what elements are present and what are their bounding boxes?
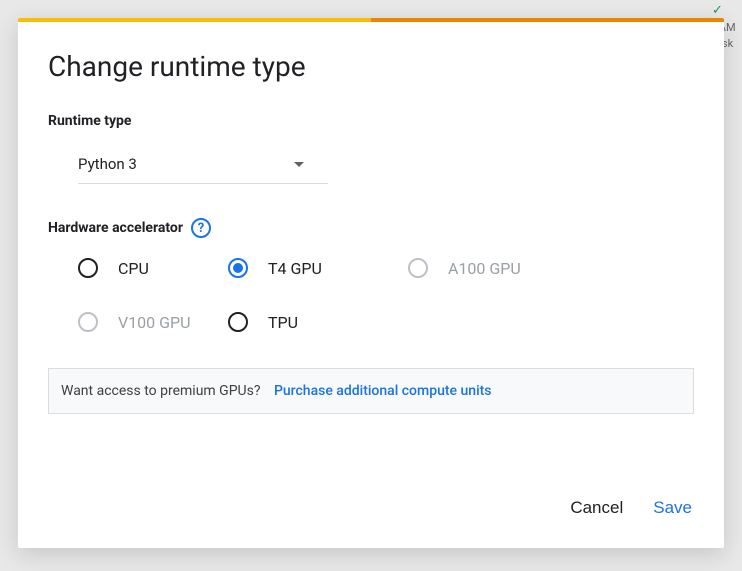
promo-text: Want access to premium GPUs? <box>61 383 260 399</box>
runtime-select-wrap: Python 3 <box>78 137 328 184</box>
radio-label-cpu: CPU <box>118 259 149 278</box>
accelerator-label-text: Hardware accelerator <box>48 220 183 236</box>
premium-gpu-promo: Want access to premium GPUs? Purchase ad… <box>48 368 694 414</box>
runtime-type-value: Python 3 <box>78 155 137 173</box>
hardware-accelerator-label: Hardware accelerator ? <box>48 218 694 238</box>
save-button[interactable]: Save <box>651 494 694 522</box>
radio-label-tpu: TPU <box>268 313 298 332</box>
radio-icon <box>78 312 98 332</box>
purchase-compute-link[interactable]: Purchase additional compute units <box>274 383 492 399</box>
radio-icon <box>228 258 248 278</box>
radio-label-a100: A100 GPU <box>448 259 521 278</box>
radio-cpu[interactable]: CPU <box>78 258 228 278</box>
help-icon[interactable]: ? <box>191 218 211 238</box>
radio-tpu[interactable]: TPU <box>228 312 408 332</box>
accelerator-radio-group: CPU T4 GPU A100 GPU V100 GPU TPU <box>78 258 694 332</box>
radio-v100-gpu: V100 GPU <box>78 312 228 332</box>
dialog-content: Change runtime type Runtime type Python … <box>18 22 724 476</box>
runtime-settings-dialog: Change runtime type Runtime type Python … <box>18 18 724 548</box>
cancel-button[interactable]: Cancel <box>568 494 625 522</box>
radio-label-t4: T4 GPU <box>268 259 322 278</box>
radio-t4-gpu[interactable]: T4 GPU <box>228 258 408 278</box>
dialog-actions: Cancel Save <box>18 476 724 548</box>
radio-icon <box>408 258 428 278</box>
runtime-type-select[interactable]: Python 3 <box>78 137 328 184</box>
dialog-title: Change runtime type <box>48 50 694 83</box>
radio-a100-gpu: A100 GPU <box>408 258 588 278</box>
check-icon: ✓ <box>712 3 723 18</box>
radio-icon <box>78 258 98 278</box>
chevron-down-icon <box>294 162 304 167</box>
radio-label-v100: V100 GPU <box>118 313 191 332</box>
runtime-type-label: Runtime type <box>48 113 694 129</box>
radio-icon <box>228 312 248 332</box>
